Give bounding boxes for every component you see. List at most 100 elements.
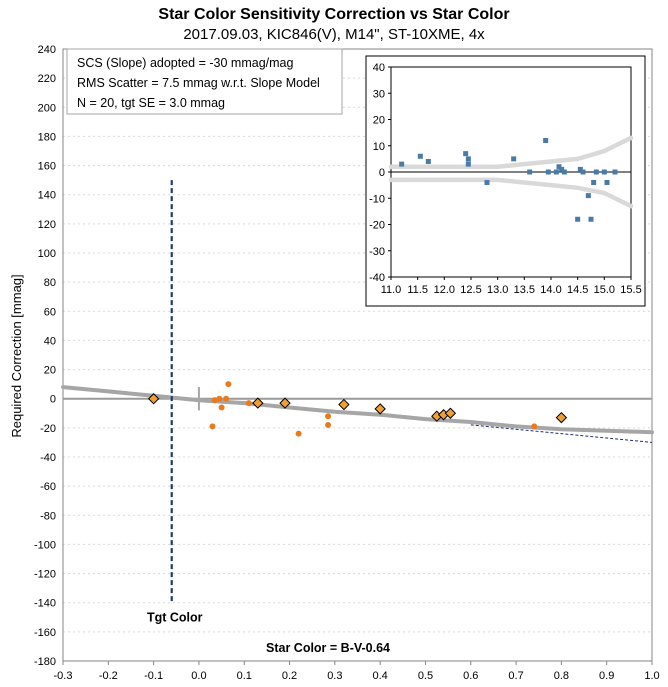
annotation-box — [66, 48, 343, 115]
main-plot-frame — [62, 48, 653, 662]
main-y-tick-label: 120 — [38, 219, 56, 231]
inset-x-tick-label: 15.0 — [594, 284, 615, 296]
inset-residual-points — [399, 138, 618, 222]
inset-y-tick-label: -10 — [369, 193, 385, 205]
inset-y-tick-label: -40 — [369, 272, 385, 284]
star-point — [211, 397, 218, 404]
inset-x-tick-label: 12.5 — [460, 284, 481, 296]
inset-x-tick-label: 12.0 — [434, 284, 455, 296]
main-y-tick-label: 80 — [44, 277, 56, 289]
main-y-tick-label: 40 — [44, 335, 56, 347]
main-x-tick-label: 0.9 — [599, 670, 614, 682]
binned-average-marker — [338, 398, 350, 411]
x-axis-label: Star Color = B-V-0.64 — [266, 641, 390, 655]
inset-y-tick-label: 20 — [373, 115, 385, 127]
inset-residual-point — [543, 138, 549, 143]
binned-average-markers — [147, 393, 568, 424]
inset-x-tick-label: 14.0 — [540, 284, 561, 296]
y-axis-label: Required Correction [mmag] — [9, 274, 24, 437]
main-x-tick-label: 0.5 — [418, 670, 433, 682]
target-color-label: Tgt Color — [147, 610, 203, 624]
star-point — [325, 413, 332, 420]
inset-residual-point — [612, 169, 618, 175]
main-x-tick-label: 0.0 — [191, 670, 206, 682]
star-point — [225, 381, 232, 388]
main-y-tick-labels: -180 -160 -140 -120 -100 -80 -60 -40 -20 0 20 40 60 8… — [34, 44, 56, 668]
main-y-tick-label: -40 — [40, 452, 56, 464]
inset-residual-point — [417, 153, 423, 159]
inset-residual-point — [527, 169, 533, 175]
inset-residual-point — [425, 159, 431, 164]
main-y-tick-label: 60 — [44, 306, 56, 318]
main-x-tick-label: 0.1 — [237, 670, 252, 682]
inset-residual-point — [545, 169, 551, 175]
inset-residual-point — [575, 216, 581, 222]
main-y-tick-label: -20 — [40, 423, 56, 435]
binned-average-marker — [555, 411, 568, 424]
main-x-tick-label: -0.1 — [144, 670, 163, 682]
inset-x-tick-label: 15.5 — [620, 284, 641, 296]
main-y-tick-label: -120 — [34, 569, 56, 581]
main-x-tick-label: 0.4 — [373, 670, 388, 682]
inset-residual-point — [561, 169, 567, 175]
main-x-tick-label: -0.3 — [54, 670, 73, 682]
inset-residual-point — [585, 193, 591, 199]
main-y-tick-label: 220 — [38, 73, 56, 85]
inset-residual-point — [463, 151, 469, 157]
inset-y-tick-label: -30 — [369, 246, 385, 258]
inset-y-tick-label: 10 — [373, 141, 385, 153]
main-y-tick-label: 100 — [38, 248, 56, 260]
inset-residual-point — [559, 166, 565, 172]
main-y-tick-label: 140 — [38, 190, 56, 202]
star-point — [325, 421, 332, 428]
binned-average-marker — [374, 403, 386, 415]
inset-x-tick-label: 14.5 — [567, 284, 588, 296]
binned-average-marker — [252, 397, 264, 409]
inset-x-tick-label: 11.0 — [381, 284, 402, 296]
main-y-tick-label: -160 — [34, 627, 56, 639]
slope-line — [470, 424, 653, 443]
star-point — [209, 423, 216, 430]
inset-envelope-lower — [388, 177, 634, 209]
binned-average-marker — [444, 407, 457, 419]
star-point — [218, 404, 225, 411]
main-y-tick-label: 180 — [38, 131, 56, 143]
main-y-tick-label: -100 — [34, 539, 56, 551]
annotation-count: N = 20, tgt SE = 3.0 mmag — [77, 96, 225, 110]
inset-residual-point — [465, 156, 471, 162]
inset-y-tick-label: 40 — [373, 62, 385, 74]
star-point — [216, 395, 223, 402]
main-x-tick-label: 0.3 — [327, 670, 342, 682]
inset-residual-point — [399, 161, 405, 167]
star-point — [295, 430, 302, 437]
inset-residual-point — [604, 180, 610, 185]
binned-average-marker — [279, 397, 291, 409]
main-x-tick-label: 0.6 — [463, 670, 478, 682]
main-x-tick-label: 0.7 — [508, 670, 523, 682]
inset-y-tick-labels: -40 -30 -20 -10 0 10 20 30 40 — [369, 62, 391, 284]
inset-residual-point — [484, 180, 490, 185]
inset-residual-point — [465, 161, 471, 167]
inset-x-tick-label: 11.5 — [407, 284, 428, 296]
main-y-tick-label: 160 — [38, 161, 56, 173]
individual-star-points — [209, 381, 538, 437]
main-y-tick-label: 200 — [38, 102, 56, 114]
main-y-tick-label: 0 — [50, 394, 56, 406]
main-y-tick-label: -80 — [40, 510, 56, 522]
main-x-tick-label: 0.2 — [282, 670, 297, 682]
main-x-tick-label: 1.0 — [644, 670, 659, 682]
model-curve — [61, 385, 654, 435]
inset-residual-point — [511, 156, 517, 162]
annotation-slope: SCS (Slope) adopted = -30 mmag/mag — [77, 56, 293, 70]
inset-y-tick-label: 0 — [379, 167, 385, 179]
main-y-tick-label: 240 — [38, 44, 56, 56]
main-x-tick-label: 0.8 — [554, 670, 569, 682]
inset-residual-point — [553, 169, 559, 175]
star-point — [223, 395, 230, 402]
inset-residual-point — [580, 169, 586, 175]
binned-average-marker — [147, 393, 160, 405]
main-y-tick-label: -60 — [40, 481, 56, 493]
inset-y-tick-label: -20 — [369, 220, 385, 232]
inset-x-tick-label: 13.0 — [487, 284, 508, 296]
